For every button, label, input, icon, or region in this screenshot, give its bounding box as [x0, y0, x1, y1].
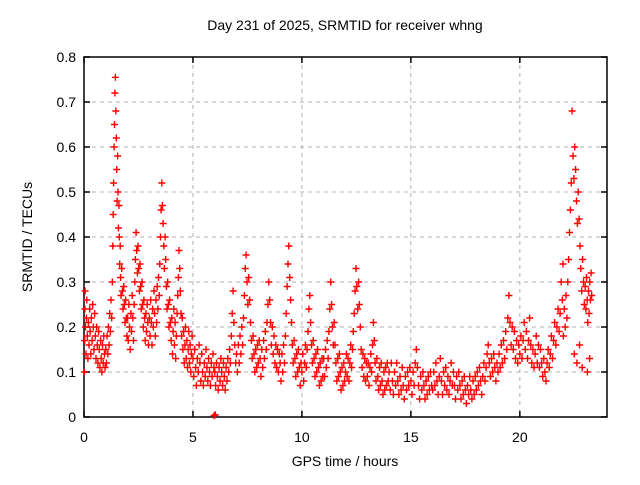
svg-text:0.8: 0.8	[57, 49, 77, 65]
svg-text:0.4: 0.4	[57, 229, 77, 245]
svg-text:15: 15	[403, 429, 419, 445]
data-points	[80, 73, 596, 420]
y-tick-labels: 0 0.1 0.2 0.3 0.4 0.5 0.6 0.7 0.8	[57, 49, 77, 425]
svg-text:0.1: 0.1	[57, 364, 77, 380]
svg-text:0.6: 0.6	[57, 139, 77, 155]
svg-text:0.2: 0.2	[57, 319, 77, 335]
svg-text:5: 5	[189, 429, 197, 445]
y-axis-label: SRMTID / TECUs	[19, 182, 35, 292]
x-tick-labels: 0 5 10 15 20	[80, 429, 528, 445]
svg-text:0.7: 0.7	[57, 94, 77, 110]
svg-text:0: 0	[80, 429, 88, 445]
plot-title: Day 231 of 2025, SRMTID for receiver whn…	[207, 17, 482, 33]
svg-text:20: 20	[512, 429, 528, 445]
grid-lines	[84, 57, 607, 417]
x-axis-label: GPS time / hours	[292, 453, 399, 469]
svg-text:10: 10	[294, 429, 310, 445]
svg-text:0: 0	[68, 409, 76, 425]
svg-text:0.3: 0.3	[57, 274, 77, 290]
svg-text:0.5: 0.5	[57, 184, 77, 200]
plot-border	[83, 56, 608, 418]
